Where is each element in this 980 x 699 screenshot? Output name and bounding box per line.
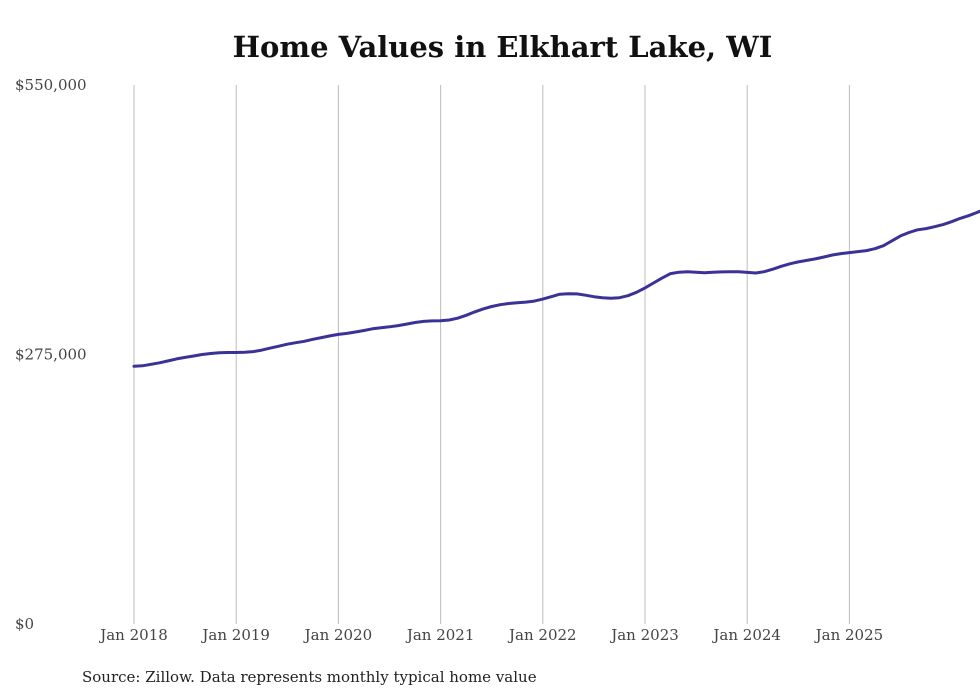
x-tick-label: Jan 2022: [507, 626, 577, 644]
chart-title: Home Values in Elkhart Lake, WI: [232, 30, 773, 64]
y-tick-label: $275,000: [15, 346, 87, 364]
x-tick-label: Jan 2024: [711, 626, 781, 644]
series-layer: $440,594: [132, 209, 980, 368]
y-axis-tick-labels: $0 $275,000 $550,000: [15, 76, 87, 633]
x-tick-label: Jan 2019: [200, 626, 270, 644]
source-note: Source: Zillow. Data represents monthly …: [82, 668, 537, 686]
x-tick-label: Jan 2023: [609, 626, 679, 644]
y-tick-label: $0: [15, 615, 34, 633]
x-tick-label: Jan 2020: [303, 626, 373, 644]
home-value-line: [132, 209, 980, 368]
x-tick-label: Jan 2018: [98, 626, 168, 644]
x-tick-label: Jan 2021: [405, 626, 475, 644]
x-axis-tick-labels: Jan 2018 Jan 2019 Jan 2020 Jan 2021 Jan 2022…: [98, 626, 883, 644]
y-tick-label: $550,000: [15, 76, 87, 94]
x-tick-label: Jan 2025: [814, 626, 884, 644]
vertical-grid-lines: [133, 85, 850, 624]
